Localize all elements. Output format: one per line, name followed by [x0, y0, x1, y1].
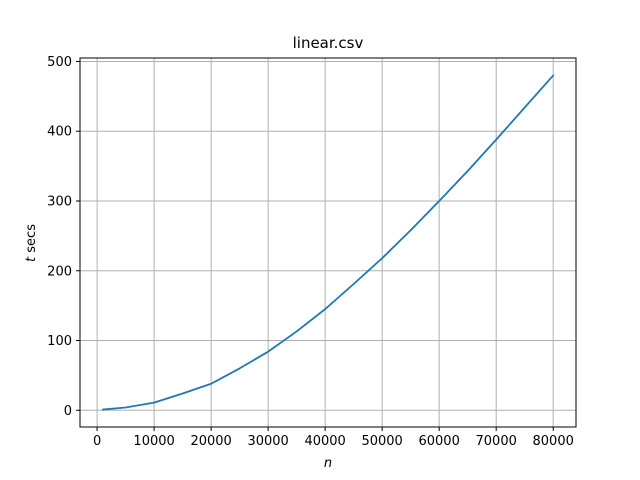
y-tick-label: 200	[47, 264, 72, 279]
axes-frame	[79, 57, 577, 428]
y-tick-label: 400	[47, 125, 72, 140]
chart-title: linear.csv	[293, 34, 364, 52]
y-axis-ticks: 0 100 200 300 400 500	[47, 55, 80, 419]
x-tick-label: 80000	[533, 434, 574, 449]
y-tick-label: 500	[47, 55, 72, 70]
x-tick-label: 50000	[361, 434, 402, 449]
x-tick-label: 20000	[190, 434, 231, 449]
x-axis-label: n	[324, 456, 332, 471]
y-tick-label: 0	[64, 404, 72, 419]
y-tick-label: 300	[47, 194, 72, 209]
series-layer	[101, 74, 555, 411]
x-tick-label: 70000	[476, 434, 517, 449]
y-axis-label-var: t	[24, 256, 39, 262]
x-axis-label-var: n	[324, 456, 332, 471]
x-tick-label: 30000	[247, 434, 288, 449]
x-tick-label: 0	[93, 434, 101, 449]
grid	[80, 58, 576, 427]
series-line	[101, 74, 555, 411]
y-axis-label-rest: secs	[24, 224, 39, 257]
y-axis-label: t secs	[24, 224, 39, 262]
x-tick-label: 60000	[418, 434, 459, 449]
x-tick-label: 10000	[133, 434, 174, 449]
y-tick-label: 100	[47, 334, 72, 349]
x-tick-label: 40000	[304, 434, 345, 449]
x-axis-ticks: 0 10000 20000 30000 40000 50000 60000 70000 8000…	[93, 427, 574, 449]
